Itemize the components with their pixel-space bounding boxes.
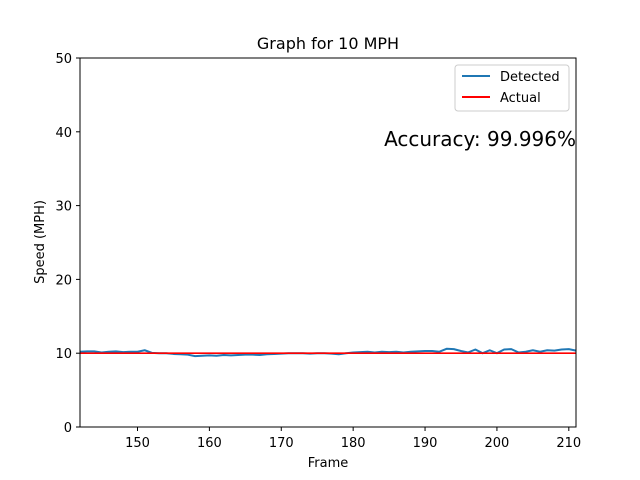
x-tick-label: 190 xyxy=(413,436,438,451)
x-axis-label: Frame xyxy=(308,456,349,471)
series-layer xyxy=(79,347,577,358)
ticks-layer: 150 160 170 180 190 200 210 0 10 20 30 40 50 xyxy=(55,52,581,451)
y-tick-label: 30 xyxy=(55,200,72,215)
x-tick-label: 180 xyxy=(341,436,366,451)
x-tick-label: 150 xyxy=(125,436,150,451)
x-tick-label: 160 xyxy=(197,436,222,451)
legend-label-actual: Actual xyxy=(500,91,541,106)
y-tick-label: 0 xyxy=(64,421,72,436)
x-tick-label: 210 xyxy=(556,436,581,451)
x-tick-label: 200 xyxy=(485,436,510,451)
y-tick-label: 40 xyxy=(55,126,72,141)
legend-label-detected: Detected xyxy=(500,70,560,85)
accuracy-annotation: Accuracy: 99.996% xyxy=(384,127,576,151)
y-axis-label: Speed (MPH) xyxy=(33,200,48,284)
y-tick-label: 10 xyxy=(55,347,72,362)
y-tick-label: 50 xyxy=(55,52,72,67)
legend: Detected Actual xyxy=(454,64,570,112)
chart-title: Graph for 10 MPH xyxy=(257,34,399,53)
plot-frame xyxy=(79,57,577,428)
x-tick-label: 170 xyxy=(269,436,294,451)
y-tick-label: 20 xyxy=(55,273,72,288)
